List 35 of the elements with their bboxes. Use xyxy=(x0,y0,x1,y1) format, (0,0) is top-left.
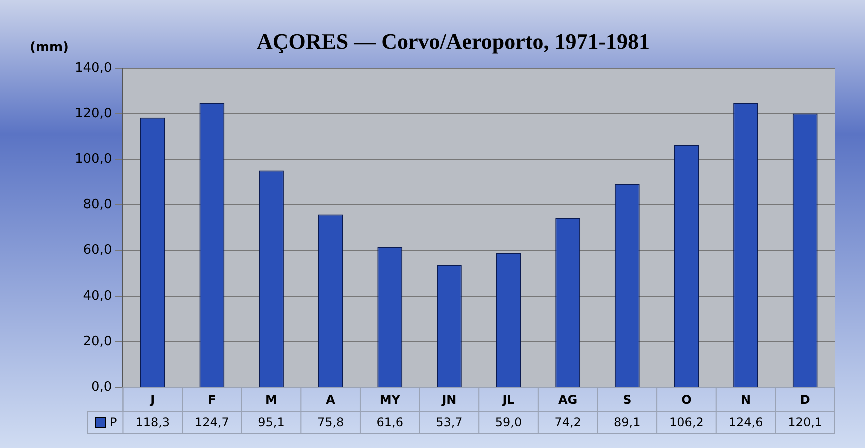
x-tick-label: AG xyxy=(558,392,578,407)
x-tick-label: JN xyxy=(441,392,457,407)
data-label: 120,1 xyxy=(788,416,823,430)
data-label: 124,7 xyxy=(195,416,230,430)
y-tick-label: 120,0 xyxy=(75,106,112,122)
data-label: 74,2 xyxy=(554,416,582,430)
x-tick-label: J xyxy=(150,392,156,407)
x-tick-label: F xyxy=(208,392,216,407)
data-label: 75,8 xyxy=(317,416,344,430)
data-label: 89,1 xyxy=(614,416,641,430)
y-tick-label: 0,0 xyxy=(92,380,112,395)
x-tick-label: A xyxy=(326,392,336,407)
data-label: 59,0 xyxy=(495,416,522,430)
y-tick-label: 100,0 xyxy=(75,152,112,167)
x-tick-label: M xyxy=(266,392,278,407)
y-tick-label: 60,0 xyxy=(83,243,112,258)
data-label: 106,2 xyxy=(670,416,704,430)
data-label: 124,6 xyxy=(728,416,764,430)
x-tick-label: D xyxy=(800,392,810,407)
data-label: 118,3 xyxy=(136,416,170,430)
y-tick-label: 20,0 xyxy=(83,334,112,350)
chart-title: AÇORES — Corvo/Aeroporto, 1971-1981 xyxy=(256,28,650,54)
data-label: 61,6 xyxy=(376,416,404,430)
y-tick-label: 40,0 xyxy=(83,288,112,304)
y-tick-label: 140,0 xyxy=(75,60,112,76)
y-axis-title: (mm) xyxy=(30,40,69,56)
x-tick-label: JL xyxy=(502,392,516,407)
data-label: 95,1 xyxy=(258,416,285,430)
legend-label: P xyxy=(110,416,118,430)
x-tick-label: S xyxy=(623,392,632,407)
y-tick-label: 80,0 xyxy=(83,198,112,213)
x-tick-label: N xyxy=(741,392,752,407)
data-label: 53,7 xyxy=(436,416,463,430)
x-tick-label: O xyxy=(682,392,692,407)
x-tick-label: MY xyxy=(380,392,401,407)
